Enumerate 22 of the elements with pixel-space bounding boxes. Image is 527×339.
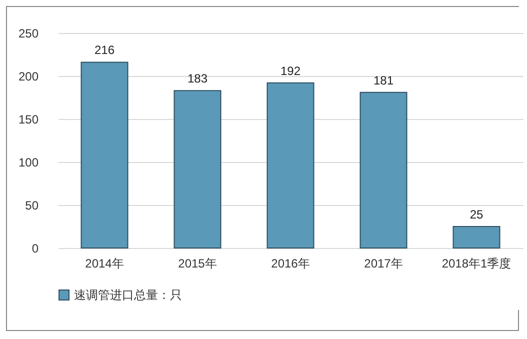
x-tick-label: 2014年 bbox=[85, 256, 124, 270]
bar bbox=[80, 62, 128, 248]
y-tick-label: 150 bbox=[18, 112, 39, 126]
data-label: 216 bbox=[94, 43, 115, 58]
data-label: 25 bbox=[470, 208, 484, 222]
y-tick-label: 100 bbox=[18, 156, 39, 170]
y-tick-label: 50 bbox=[25, 198, 39, 212]
bar bbox=[452, 226, 500, 248]
y-tick-label: 200 bbox=[18, 70, 39, 84]
bar bbox=[360, 92, 408, 248]
legend-label: 速调管进口总量：只 bbox=[74, 288, 182, 302]
x-tick-label: 2015年 bbox=[178, 256, 217, 270]
bar bbox=[266, 82, 314, 248]
x-tick-label: 2016年 bbox=[271, 256, 310, 270]
x-tick-label: 2017年 bbox=[364, 256, 403, 270]
data-label: 192 bbox=[280, 64, 301, 78]
y-tick-label: 0 bbox=[32, 242, 39, 256]
data-label: 181 bbox=[373, 73, 394, 88]
x-tick-label: 2018年1季度 bbox=[442, 256, 512, 270]
data-label: 183 bbox=[187, 72, 208, 86]
bar bbox=[174, 90, 222, 248]
y-tick-label: 250 bbox=[18, 26, 39, 40]
